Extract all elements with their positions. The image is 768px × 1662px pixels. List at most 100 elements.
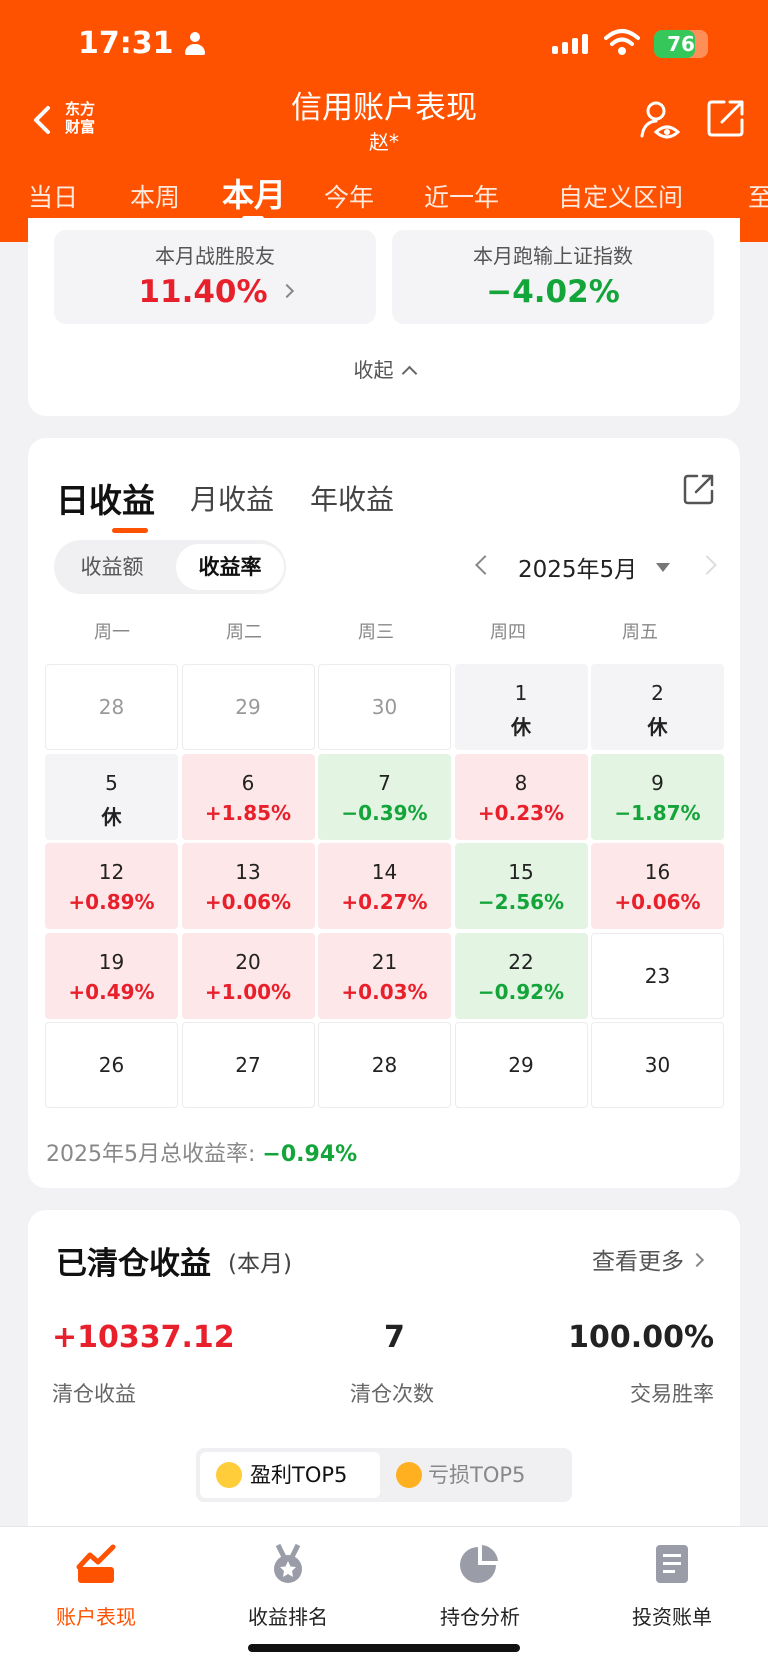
weekday-wed: 周三 [358,622,394,643]
calendar-day-cell[interactable]: 26 [45,1022,178,1108]
beat-peers-number: 11.40% [138,274,268,310]
nav-ranking-label: 收益排名 [248,1605,328,1629]
nav-bill-label: 投资账单 [632,1605,712,1629]
metric-segment: 收益额 收益率 [54,540,286,594]
view-more-link[interactable]: 查看更多 [592,1242,705,1276]
status-time-text: 17:31 [78,26,174,61]
calendar-day-number: 20 [235,949,261,974]
period-tabs: 当日 本周 本月 今年 近一年 自定义区间 至 [0,172,768,232]
calendar-day-return: +1.00% [204,979,292,1004]
page-title: 信用账户表现 [291,90,477,126]
calendar-day-cell[interactable]: 19 +0.49% [45,932,178,1019]
calendar-day-number: 1 [514,681,528,705]
calendar-day-number: 29 [508,1053,534,1077]
wifi-icon [604,29,640,55]
tab-custom-range[interactable]: 自定义区间 [558,183,684,212]
loss-top5-button[interactable]: 亏损TOP5 [396,1452,525,1498]
profit-top5-button[interactable]: 盈利TOP5 [200,1452,380,1498]
calendar-day-number: 27 [235,1053,261,1077]
chart-trend-icon [76,1544,116,1583]
weekday-fri: 周五 [622,622,658,643]
chevron-right-icon[interactable] [697,555,717,575]
chevron-left-icon[interactable] [475,555,495,575]
pie-chart-icon [460,1545,498,1583]
cleared-profit-label: 清仓收益 [52,1382,136,1406]
tab-daily-return[interactable]: 日收益 [56,481,155,520]
calendar-day-number: 30 [644,1053,671,1077]
calendar-day-number: 2 [651,681,664,705]
home-indicator [248,1644,520,1652]
calendar-day-cell[interactable]: 12 +0.89% [45,843,178,929]
weekday-tue: 周二 [226,622,262,643]
month-total-label: 2025年5月总收益率: [46,1142,256,1167]
calendar-day-cell[interactable]: 23 [591,932,724,1019]
calendar-day-cell[interactable]: 22 −0.92% [454,932,588,1019]
user-privacy-icon[interactable] [638,98,682,142]
calendar-day-return: +0.23% [477,800,565,825]
calendar-day-cell[interactable]: 28 [45,664,178,750]
beat-peers-box[interactable]: 本月战胜股友 11.40% [54,230,376,324]
calendar-day-cell[interactable]: 6 +1.85% [181,753,315,840]
back-icon[interactable] [24,100,64,140]
calendar-day-cell[interactable]: 7 −0.39% [318,753,451,840]
calendar-day-return: +0.03% [341,979,428,1004]
calendar-day-cell[interactable]: 30 [591,1022,724,1108]
nav-account-label: 账户表现 [56,1605,136,1629]
dropdown-arrow-icon[interactable] [656,563,670,572]
segment-rate[interactable]: 收益率 [176,544,284,590]
calendar-day-cell[interactable]: 30 [318,664,451,750]
returns-card: 日收益 月收益 年收益 收益额 收益率 2025年5月 周一 周二 周三 周四 … [28,438,740,1188]
export-icon[interactable] [682,472,716,506]
calendar-day-cell[interactable]: 29 [454,1022,588,1108]
status-time: 17:31 [78,26,206,61]
share-icon[interactable] [706,98,746,138]
calendar-day-cell[interactable]: 15 −2.56% [454,843,588,929]
collapse-button[interactable]: 收起 [28,354,740,383]
calendar-day-cell[interactable]: 14 +0.27% [318,843,451,929]
daily-tab-underline [112,528,148,533]
cleared-card: 已清仓收益 (本月) 查看更多 +10337.12 清仓收益 7 清仓次数 10… [28,1210,740,1560]
battery-fill [654,30,696,58]
nav-holdings-label: 持仓分析 [440,1605,520,1629]
tab-monthly-return[interactable]: 月收益 [190,483,275,516]
summary-card: 本月战胜股友 11.40% 本月跑输上证指数 −4.02% 收起 [28,218,740,416]
tab-last-year[interactable]: 近一年 [424,183,500,212]
month-label[interactable]: 2025年5月 [518,557,638,583]
tab-overflow[interactable]: 至 [748,183,768,212]
brand-logo: 东方 财富 [62,100,98,136]
calendar-day-cell[interactable]: 9 −1.87% [591,753,724,840]
cleared-period: (本月) [228,1251,292,1277]
win-rate-value: 100.00% [568,1320,714,1355]
calendar-day-cell[interactable]: 8 +0.23% [454,753,588,840]
chevron-up-icon [401,365,417,382]
calendar-day-cell[interactable]: 28 [318,1022,451,1108]
calendar-day-number: 5 [105,770,118,795]
calendar-day-number: 9 [651,770,664,795]
bottom-nav: 账户表现 收益排名 持仓分析 投资账单 [0,1526,768,1662]
tab-week[interactable]: 本周 [130,183,181,212]
calendar-day-cell[interactable]: 21 +0.03% [318,932,451,1019]
calendar-day-return: −0.92% [477,979,565,1004]
calendar-day-return: +0.06% [614,890,701,914]
tab-year[interactable]: 今年 [324,183,375,212]
tab-yearly-return[interactable]: 年收益 [310,483,395,516]
calendar-day-cell[interactable]: 29 [181,664,315,750]
calendar-day-number: 30 [371,695,398,719]
top5-toggle: 盈利TOP5 亏损TOP5 [196,1448,572,1502]
calendar-day-cell[interactable]: 27 [181,1022,315,1108]
month-total-value: −0.94% [262,1142,358,1167]
calendar-day-return: 休 [101,804,122,829]
calendar-day-number: 12 [98,860,125,884]
calendar-day-cell[interactable]: 13 +0.06% [181,843,315,929]
weekday-header: 周一 周二 周三 周四 周五 [46,618,726,648]
win-rate-label: 交易胜率 [630,1382,714,1406]
calendar-day-cell[interactable]: 20 +1.00% [181,932,315,1019]
tab-month[interactable]: 本月 [222,176,287,214]
calendar-day-return: +0.27% [341,890,428,914]
tab-today[interactable]: 当日 [28,183,79,212]
segment-amount[interactable]: 收益额 [80,555,144,579]
calendar-day-cell[interactable]: 16 +0.06% [591,843,724,929]
